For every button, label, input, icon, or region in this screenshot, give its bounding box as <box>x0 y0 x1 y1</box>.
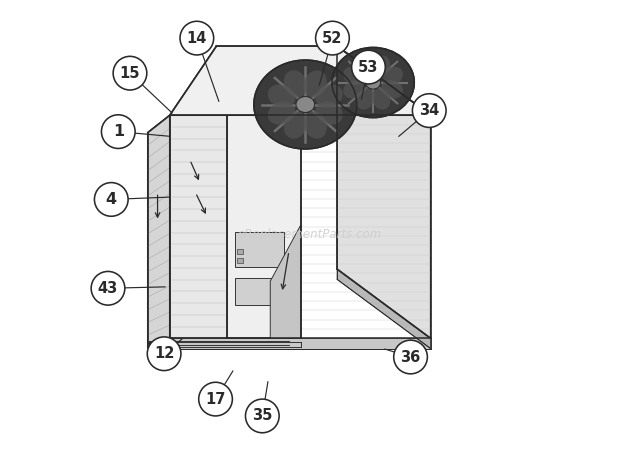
Ellipse shape <box>268 101 295 125</box>
Text: 17: 17 <box>205 392 226 407</box>
Bar <box>237 250 242 254</box>
Circle shape <box>91 272 125 305</box>
Circle shape <box>246 399 279 433</box>
Circle shape <box>102 115 135 149</box>
Circle shape <box>198 382 232 416</box>
Circle shape <box>113 56 147 90</box>
Polygon shape <box>270 225 301 338</box>
Ellipse shape <box>381 80 403 98</box>
Text: 1: 1 <box>113 124 124 139</box>
Text: 14: 14 <box>187 30 207 45</box>
Ellipse shape <box>284 70 307 98</box>
Polygon shape <box>148 115 170 348</box>
Ellipse shape <box>284 111 307 139</box>
Text: 53: 53 <box>358 60 379 75</box>
Text: 15: 15 <box>120 66 140 81</box>
Text: 4: 4 <box>105 192 117 207</box>
Ellipse shape <box>268 84 295 108</box>
Ellipse shape <box>356 88 374 110</box>
Circle shape <box>148 337 181 371</box>
Text: 35: 35 <box>252 408 273 424</box>
Polygon shape <box>149 338 431 348</box>
Circle shape <box>394 340 427 374</box>
Ellipse shape <box>332 47 414 118</box>
Ellipse shape <box>356 55 374 77</box>
Ellipse shape <box>304 111 327 139</box>
Text: 52: 52 <box>322 30 343 45</box>
Ellipse shape <box>343 80 365 98</box>
Text: 34: 34 <box>419 103 440 118</box>
Ellipse shape <box>372 88 390 110</box>
Ellipse shape <box>254 60 356 149</box>
Text: eReplacementParts.com: eReplacementParts.com <box>238 228 382 241</box>
Circle shape <box>316 21 349 55</box>
Polygon shape <box>228 115 301 338</box>
Ellipse shape <box>316 101 343 125</box>
Ellipse shape <box>304 70 327 98</box>
Circle shape <box>94 182 128 216</box>
Polygon shape <box>337 269 431 348</box>
Ellipse shape <box>296 97 315 113</box>
Bar <box>235 232 285 267</box>
Text: 12: 12 <box>154 346 174 361</box>
Circle shape <box>180 21 214 55</box>
Ellipse shape <box>316 84 343 108</box>
Text: 36: 36 <box>401 349 420 364</box>
Text: 43: 43 <box>98 281 118 296</box>
Polygon shape <box>337 46 431 338</box>
Ellipse shape <box>343 67 365 85</box>
Polygon shape <box>170 115 228 338</box>
Bar <box>237 258 242 263</box>
Ellipse shape <box>372 55 390 77</box>
Circle shape <box>352 50 385 84</box>
Polygon shape <box>170 46 431 115</box>
Bar <box>235 278 285 305</box>
Ellipse shape <box>381 67 403 85</box>
Ellipse shape <box>366 76 381 89</box>
Circle shape <box>412 94 446 128</box>
